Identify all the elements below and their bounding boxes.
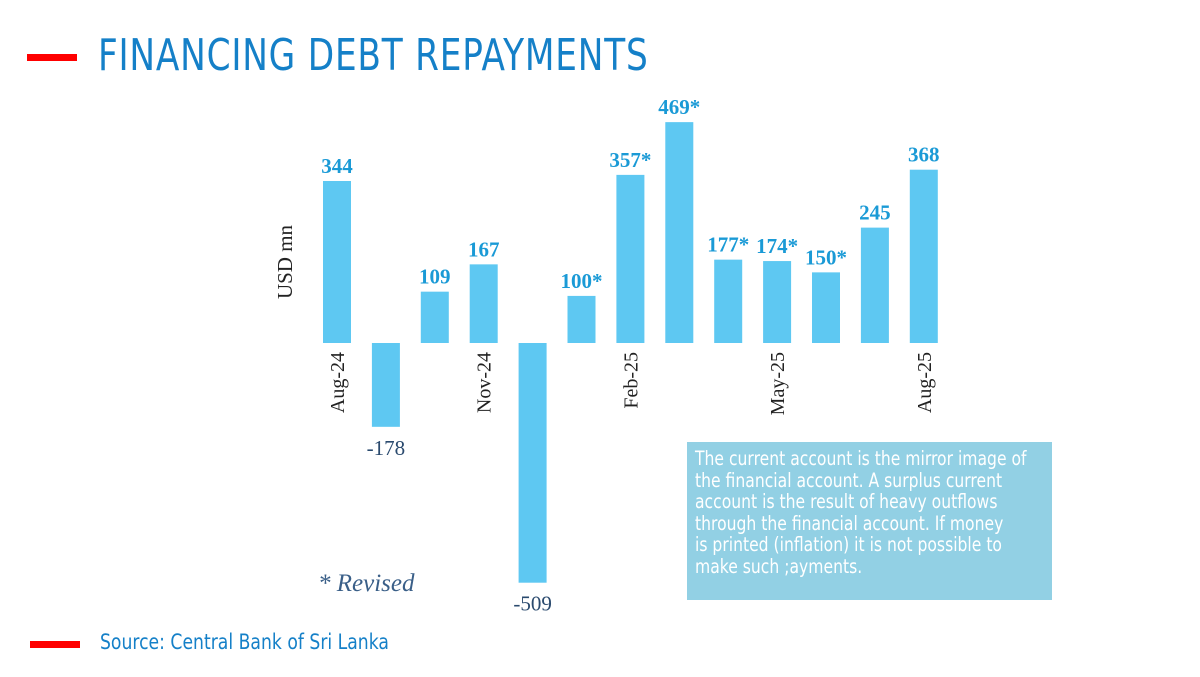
data-label: 100* (561, 269, 603, 293)
note-line: is printed (inflation) it is not possibl… (695, 533, 1002, 556)
note-line: through the financial account. If money (695, 511, 1004, 535)
x-tick-label: Nov-24 (474, 352, 496, 413)
bar-Aug-24 (323, 181, 351, 343)
bar-Feb-25 (616, 174, 645, 343)
x-tick-label: Feb-25 (620, 352, 642, 409)
data-label: -509 (513, 592, 552, 616)
bar-May-25 (763, 261, 792, 343)
note-line: the financial account. A surplus current (695, 468, 1003, 492)
x-tick-label: Aug-25 (914, 352, 936, 413)
bar-Aug-25 (909, 169, 938, 343)
bar-Nov-24 (469, 264, 498, 343)
note-box: The current account is the mirror image … (687, 442, 1052, 600)
x-tick-label: Aug-24 (327, 352, 349, 413)
bar-Dec-24 (518, 343, 547, 583)
slide-title: FINANCING DEBT REPAYMENTS (98, 30, 649, 81)
title-accent-bar (27, 54, 77, 61)
bar-Jul-25 (860, 227, 889, 343)
data-label: 357* (609, 148, 651, 172)
data-label: 469* (658, 95, 700, 119)
bar-Sep-24 (371, 343, 400, 427)
data-label: -178 (367, 436, 406, 460)
data-label: 177* (707, 233, 749, 257)
data-label: 245 (859, 201, 891, 225)
bar-Jun-25 (812, 272, 840, 343)
source-accent-bar (30, 641, 80, 648)
bar-Jan-25 (567, 295, 596, 343)
y-axis-label: USD mn (273, 224, 297, 299)
data-label: 344 (321, 154, 353, 178)
data-label: 368 (908, 143, 940, 167)
data-label: 174* (756, 234, 798, 258)
x-tick-label: May-25 (767, 352, 789, 415)
note-line: make such ;ayments. (695, 554, 863, 578)
data-label: 150* (805, 245, 847, 269)
bar-Oct-24 (420, 291, 449, 343)
bar-Apr-25 (714, 259, 743, 343)
bar-Mar-25 (665, 122, 694, 343)
note-line: The current account is the mirror image … (695, 447, 1027, 470)
data-label: 109 (419, 265, 451, 289)
data-label: 167 (468, 237, 500, 261)
revised-footnote: * Revised (318, 570, 415, 597)
source-text: Source: Central Bank of Sri Lanka (100, 630, 389, 654)
note-line: account is the result of heavy outflows (695, 490, 998, 513)
